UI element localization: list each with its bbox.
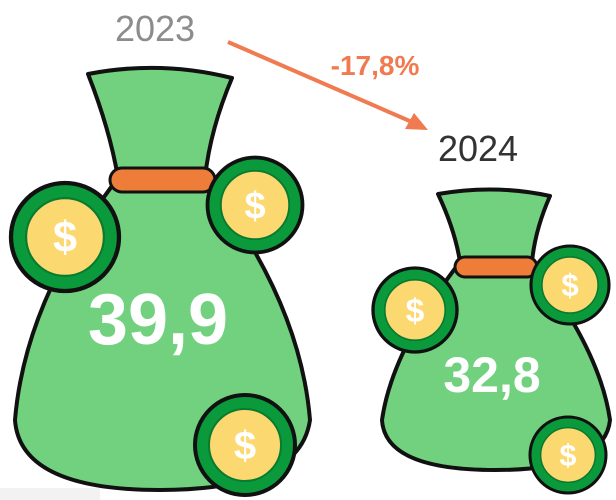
money-bag-2023: 39,9 (11, 65, 312, 497)
change-arrow (227, 40, 428, 130)
value-label: 32,8 (443, 347, 540, 403)
year-label: 2023 (115, 8, 195, 49)
year-label: 2024 (438, 128, 518, 169)
money-bag-2024: 32,8 (371, 187, 612, 495)
value-label: 39,9 (88, 280, 228, 360)
change-label: -17,8% (331, 50, 420, 81)
footer-strip (0, 488, 100, 500)
